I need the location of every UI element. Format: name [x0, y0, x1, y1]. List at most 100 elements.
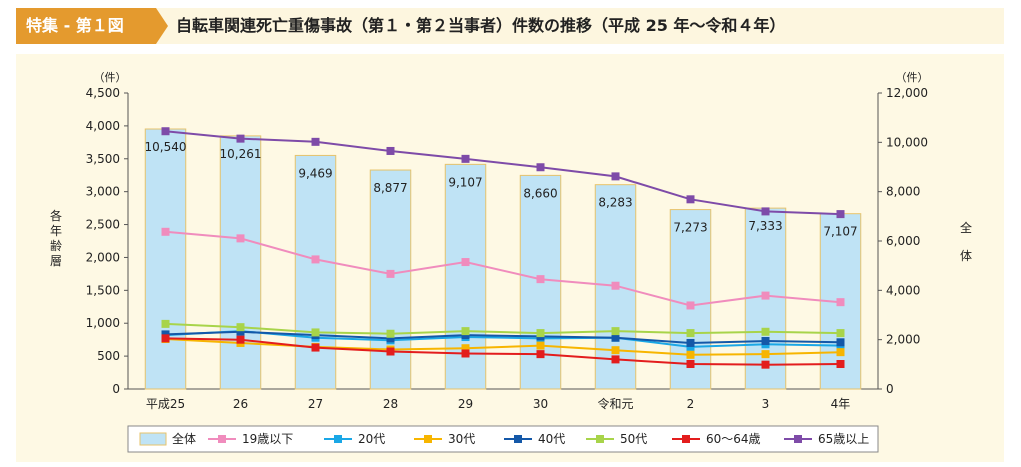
x-tick-label: 3: [762, 397, 770, 411]
series-point: [311, 328, 320, 337]
series-point: [836, 360, 845, 369]
series-point: [686, 329, 695, 338]
series-line: [165, 338, 841, 356]
series-point: [461, 154, 470, 163]
bar-value-label: 9,469: [298, 166, 332, 180]
series-point: [386, 347, 395, 356]
x-tick-label: 28: [383, 397, 398, 411]
series-point: [686, 338, 695, 347]
series-point: [311, 137, 320, 146]
bar-total: [219, 135, 262, 390]
legend-swatch-marker: [596, 435, 604, 443]
series-point: [161, 319, 170, 328]
series-point: [761, 350, 770, 359]
left-axis-label-char: 各: [50, 208, 62, 223]
bar-value-label: 7,107: [823, 225, 857, 239]
figure-badge: 特集 - 第１図: [16, 8, 168, 44]
left-tick-label: 0: [112, 382, 120, 396]
series-point: [611, 172, 620, 181]
bar-value-label: 8,877: [373, 181, 407, 195]
series-point: [236, 323, 245, 332]
series-point: [386, 329, 395, 338]
left-tick-label: 1,500: [86, 283, 120, 297]
right-tick-label: 8,000: [886, 185, 920, 199]
left-tick-label: 2,500: [86, 218, 120, 232]
legend-label: 50代: [620, 432, 647, 446]
left-tick-label: 500: [97, 349, 120, 363]
series-point: [536, 341, 545, 350]
series-point: [836, 338, 845, 347]
legend-swatch-marker: [424, 435, 432, 443]
x-tick-label: 29: [458, 397, 473, 411]
legend-label: 40代: [538, 432, 565, 446]
series-point: [386, 269, 395, 278]
x-tick-label: 4年: [831, 397, 851, 411]
right-axis-unit: （件）: [896, 71, 929, 84]
series-point: [761, 291, 770, 300]
bar-total: [669, 209, 712, 390]
left-tick-label: 4,000: [86, 119, 120, 133]
left-tick-label: 1,000: [86, 316, 120, 330]
bar-value-label: 10,540: [145, 140, 187, 154]
series-point: [311, 343, 320, 352]
left-tick-label: 2,000: [86, 250, 120, 264]
series-point: [236, 335, 245, 344]
right-tick-label: 4,000: [886, 283, 920, 297]
legend-swatch-marker: [334, 435, 342, 443]
series-point: [611, 333, 620, 342]
series-point: [836, 298, 845, 307]
bar-value-label: 7,273: [673, 221, 707, 235]
x-tick-label: 2: [687, 397, 695, 411]
series-line: [165, 330, 841, 345]
right-axis-label-char: 体: [960, 249, 972, 263]
left-axis-label-char: 層: [50, 254, 62, 268]
bar-value-label: 8,283: [598, 196, 632, 210]
series-point: [386, 334, 395, 343]
right-tick-label: 12,000: [886, 86, 928, 100]
series-point: [686, 360, 695, 369]
series-point: [236, 234, 245, 243]
series-point: [836, 348, 845, 357]
bar-total: [144, 128, 187, 390]
legend-label: 19歳以下: [242, 432, 293, 446]
series-point: [161, 227, 170, 236]
series-point: [536, 163, 545, 172]
x-tick-label: 30: [533, 397, 548, 411]
header-bar: [16, 8, 1004, 44]
right-tick-label: 10,000: [886, 135, 928, 149]
series-point: [611, 346, 620, 355]
legend-swatch-marker: [514, 435, 522, 443]
legend-label: 全体: [172, 431, 196, 446]
series-point: [461, 344, 470, 353]
series-point: [161, 334, 170, 343]
x-tick-label: 26: [233, 397, 248, 411]
bar-total: [294, 154, 337, 390]
series-point: [611, 281, 620, 290]
legend-swatch-marker: [794, 435, 802, 443]
series-line: [165, 230, 841, 307]
right-tick-label: 2,000: [886, 333, 920, 347]
right-tick-label: 6,000: [886, 234, 920, 248]
series-point: [836, 210, 845, 219]
chart-title: 自転車関連死亡重傷事故（第１・第２当事者）件数の推移（平成 25 年〜令和４年）: [176, 16, 786, 35]
legend-swatch-marker: [682, 435, 690, 443]
bar-value-label: 7,333: [748, 219, 782, 233]
series-point: [611, 355, 620, 364]
series-point: [686, 301, 695, 310]
right-axis-label-char: 全: [960, 220, 972, 235]
series-point: [461, 349, 470, 358]
legend-label: 30代: [448, 432, 475, 446]
bar-total: [369, 169, 412, 390]
badge-shape: [16, 8, 168, 44]
series-point: [761, 207, 770, 216]
left-tick-label: 4,500: [86, 86, 120, 100]
left-axis-label-char: 年: [50, 224, 62, 238]
left-tick-label: 3,000: [86, 185, 120, 199]
series-line: [165, 322, 841, 335]
left-axis-label-char: 齢: [50, 238, 62, 253]
legend-swatch-bar: [139, 432, 167, 446]
bar-value-label: 9,107: [448, 175, 482, 189]
series-point: [761, 360, 770, 369]
